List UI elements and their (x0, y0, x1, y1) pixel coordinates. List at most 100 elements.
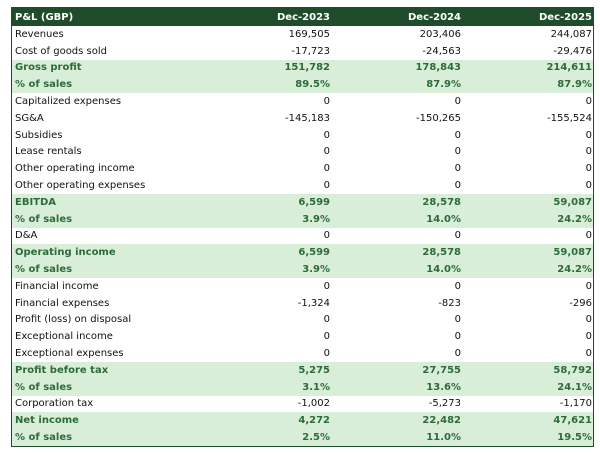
cell-value: 0 (454, 280, 461, 292)
cell-value: 0 (323, 129, 330, 141)
table-row: % of sales 3.1% 13.6% 24.1% (12, 378, 593, 396)
cell-value: 151,782 (284, 62, 330, 74)
cell-value: 11.0% (426, 432, 461, 444)
cell-value: 59,087 (553, 196, 592, 208)
cell-value: -1,002 (297, 398, 330, 410)
row-label: Capitalized expenses (15, 96, 122, 108)
table-row: Other operating income 0 0 0 (12, 160, 593, 177)
cell-value: 87.9% (557, 79, 592, 91)
cell-value: 5,275 (298, 364, 330, 376)
cell-value: 14.0% (426, 213, 461, 225)
cell-value: 0 (323, 146, 330, 158)
cell-value: 24.1% (557, 381, 592, 393)
cell-value: 22,482 (422, 415, 461, 427)
cell-value: 0 (585, 348, 592, 360)
cell-value: 0 (323, 348, 330, 360)
cell-value: 0 (454, 230, 461, 242)
table-row: Subsidies 0 0 0 (12, 127, 593, 144)
row-label: Gross profit (15, 62, 82, 74)
cell-value: 3.9% (302, 213, 330, 225)
cell-value: 6,599 (298, 196, 330, 208)
cell-value: 0 (454, 96, 461, 108)
table-row: Exceptional expenses 0 0 0 (12, 345, 593, 362)
row-label: Financial expenses (15, 297, 110, 309)
cell-value: 2.5% (302, 432, 330, 444)
header-row: P&L (GBP) Dec-2023 Dec-2024 Dec-2025 (12, 8, 593, 26)
cell-value: 24.2% (557, 264, 592, 276)
cell-value: 3.1% (302, 381, 330, 393)
row-label: D&A (15, 230, 38, 242)
cell-value: 0 (585, 163, 592, 175)
cell-value: 169,505 (288, 28, 330, 40)
table-row: Capitalized expenses 0 0 0 (12, 93, 593, 110)
cell-value: -823 (438, 297, 461, 309)
table-row: Profit before tax 5,275 27,755 58,792 (12, 361, 593, 379)
table-row: Gross profit 151,782 178,843 214,611 (12, 59, 593, 77)
cell-value: 0 (323, 280, 330, 292)
cell-value: 47,621 (553, 415, 592, 427)
cell-value: 59,087 (553, 247, 592, 259)
cell-value: 244,087 (550, 28, 592, 40)
cell-value: 178,843 (415, 62, 461, 74)
table-row: Other operating expenses 0 0 0 (12, 177, 593, 194)
cell-value: -150,265 (416, 112, 461, 124)
cell-value: 0 (585, 230, 592, 242)
table-row: % of sales 89.5% 87.9% 87.9% (12, 76, 593, 94)
cell-value: 0 (323, 314, 330, 326)
table-row: Net income 4,272 22,482 47,621 (12, 412, 593, 430)
cell-value: 0 (454, 348, 461, 360)
table-row: Revenues 169,505 203,406 244,087 (12, 26, 593, 43)
row-label: P&L (GBP) (15, 11, 74, 23)
table-row: Exceptional income 0 0 0 (12, 328, 593, 345)
row-label: Profit (loss) on disposal (15, 314, 132, 326)
row-label: Exceptional expenses (15, 348, 124, 360)
cell-value: Dec-2024 (408, 11, 461, 23)
cell-value: 0 (454, 180, 461, 192)
cell-value: -296 (569, 297, 592, 309)
table-row: SG&A -145,183 -150,265 -155,524 (12, 110, 593, 127)
cell-value: 14.0% (426, 264, 461, 276)
cell-value: 3.9% (302, 264, 330, 276)
table-row: Operating income 6,599 28,578 59,087 (12, 244, 593, 262)
cell-value: Dec-2025 (539, 11, 592, 23)
row-label: % of sales (15, 213, 73, 225)
cell-value: 0 (585, 146, 592, 158)
cell-value: -145,183 (285, 112, 330, 124)
row-label: Exceptional income (15, 331, 113, 343)
cell-value: 0 (454, 129, 461, 141)
table-row: % of sales 3.9% 14.0% 24.2% (12, 261, 593, 278)
cell-value: 87.9% (426, 79, 461, 91)
row-label: Revenues (15, 28, 64, 40)
cell-value: 0 (585, 331, 592, 343)
row-label: Cost of goods sold (15, 45, 108, 57)
cell-value: -29,476 (553, 45, 592, 57)
cell-value: 0 (585, 314, 592, 326)
row-label: Other operating income (15, 163, 135, 175)
table-row: Corporation tax -1,002 -5,273 -1,170 (12, 396, 593, 413)
cell-value: -155,524 (547, 112, 592, 124)
cell-value: 203,406 (419, 28, 461, 40)
row-label: Financial income (15, 280, 99, 292)
row-label: % of sales (15, 264, 73, 276)
cell-value: -1,324 (297, 297, 330, 309)
row-label: Net income (15, 415, 79, 427)
cell-value: 89.5% (295, 79, 330, 91)
cell-value: 13.6% (426, 381, 461, 393)
cell-value: 0 (585, 180, 592, 192)
cell-value: 58,792 (553, 364, 592, 376)
table-row: % of sales 3.9% 14.0% 24.2% (12, 210, 593, 228)
row-label: Other operating expenses (15, 180, 146, 192)
cell-value: 214,611 (546, 62, 592, 74)
table-row: Financial expenses -1,324 -823 -296 (12, 295, 593, 312)
row-label: Lease rentals (15, 146, 82, 158)
table-row: Lease rentals 0 0 0 (12, 144, 593, 161)
cell-value: 0 (323, 331, 330, 343)
cell-value: -17,723 (291, 45, 330, 57)
table-row: Financial income 0 0 0 (12, 278, 593, 295)
cell-value: 0 (585, 280, 592, 292)
cell-value: 0 (323, 180, 330, 192)
row-label: SG&A (15, 112, 44, 124)
cell-value: 0 (323, 230, 330, 242)
cell-value: -5,273 (428, 398, 461, 410)
